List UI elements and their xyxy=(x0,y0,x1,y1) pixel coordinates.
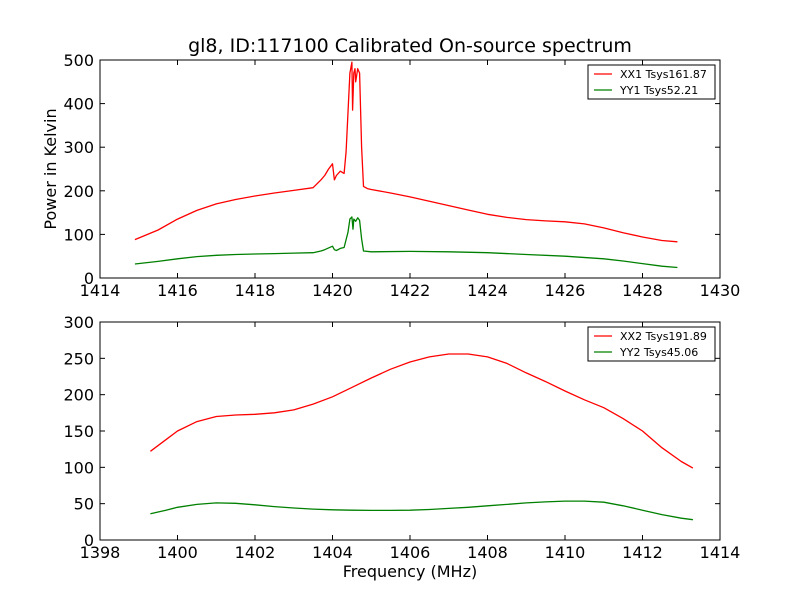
x-tick-label: 1398 xyxy=(80,543,121,562)
y-tick-label: 0 xyxy=(84,531,94,550)
y-axis-label: Power in Kelvin xyxy=(41,108,60,229)
chart-title: gl8, ID:117100 Calibrated On-source spec… xyxy=(188,35,632,57)
top-panel-plot-area xyxy=(134,61,678,269)
series-line-yy2 xyxy=(150,500,693,521)
legend-label-yy1: YY1 Tsys52.21 xyxy=(619,84,698,97)
bottom-panel-legend: XX2 Tsys191.89 YY2 Tsys45.06 xyxy=(587,326,716,362)
top-panel-legend: XX1 Tsys161.87 YY1 Tsys52.21 xyxy=(587,64,716,100)
y-tick-label: 400 xyxy=(63,95,94,114)
x-tick-label: 1402 xyxy=(235,543,276,562)
y-tick-label: 150 xyxy=(63,422,94,441)
legend-label-yy2: YY2 Tsys45.06 xyxy=(619,346,698,359)
x-tick-label: 1412 xyxy=(622,543,663,562)
x-tick-label: 1430 xyxy=(700,281,741,300)
x-tick-label: 1416 xyxy=(157,281,198,300)
legend-box xyxy=(587,326,716,362)
legend-label-xx2: XX2 Tsys191.89 xyxy=(620,330,707,343)
top-spectrum-panel: gl8, ID:117100 Calibrated On-source spec… xyxy=(41,35,740,300)
y-tick-label: 100 xyxy=(63,225,94,244)
x-tick-label: 1414 xyxy=(700,543,741,562)
x-tick-label: 1428 xyxy=(622,281,663,300)
y-tick-label: 250 xyxy=(63,349,94,368)
top-panel-frame xyxy=(99,59,721,279)
legend-label-xx1: XX1 Tsys161.87 xyxy=(620,68,707,81)
x-tick-label: 1420 xyxy=(312,281,353,300)
y-tick-label: 500 xyxy=(63,51,94,70)
bottom-panel-frame xyxy=(99,321,721,541)
y-tick-label: 200 xyxy=(63,386,94,405)
bottom-panel-tick-labels: 1398 1400 1402 1404 1406 1408 1410 1412 1414 0 50 1… xyxy=(63,313,740,562)
x-tick-label: 1426 xyxy=(545,281,586,300)
y-tick-label: 0 xyxy=(84,269,94,288)
series-line-xx1 xyxy=(134,61,678,243)
y-tick-label: 200 xyxy=(63,182,94,201)
series-line-xx2 xyxy=(150,353,694,469)
bottom-panel-plot-area xyxy=(150,353,694,521)
y-tick-label: 300 xyxy=(63,313,94,332)
x-tick-label: 1408 xyxy=(467,543,508,562)
y-tick-label: 100 xyxy=(63,458,94,477)
x-tick-label: 1400 xyxy=(157,543,198,562)
x-tick-label: 1410 xyxy=(545,543,586,562)
x-tick-label: 1414 xyxy=(80,281,121,300)
y-tick-label: 300 xyxy=(63,138,94,157)
x-tick-label: 1404 xyxy=(312,543,353,562)
x-axis-label: Frequency (MHz) xyxy=(343,562,477,581)
x-tick-label: 1406 xyxy=(390,543,431,562)
bottom-spectrum-panel: Frequency (MHz) 1398 1400 1402 1404 1406 1408… xyxy=(63,313,740,581)
top-panel-tick-labels: 1414 1416 1418 1420 1422 1424 1426 1428 1430 0 100… xyxy=(63,51,740,300)
x-tick-label: 1424 xyxy=(467,281,508,300)
x-tick-label: 1422 xyxy=(390,281,431,300)
series-line-yy1 xyxy=(134,216,678,269)
x-tick-label: 1418 xyxy=(235,281,276,300)
legend-box xyxy=(587,64,716,100)
y-tick-label: 50 xyxy=(74,495,94,514)
